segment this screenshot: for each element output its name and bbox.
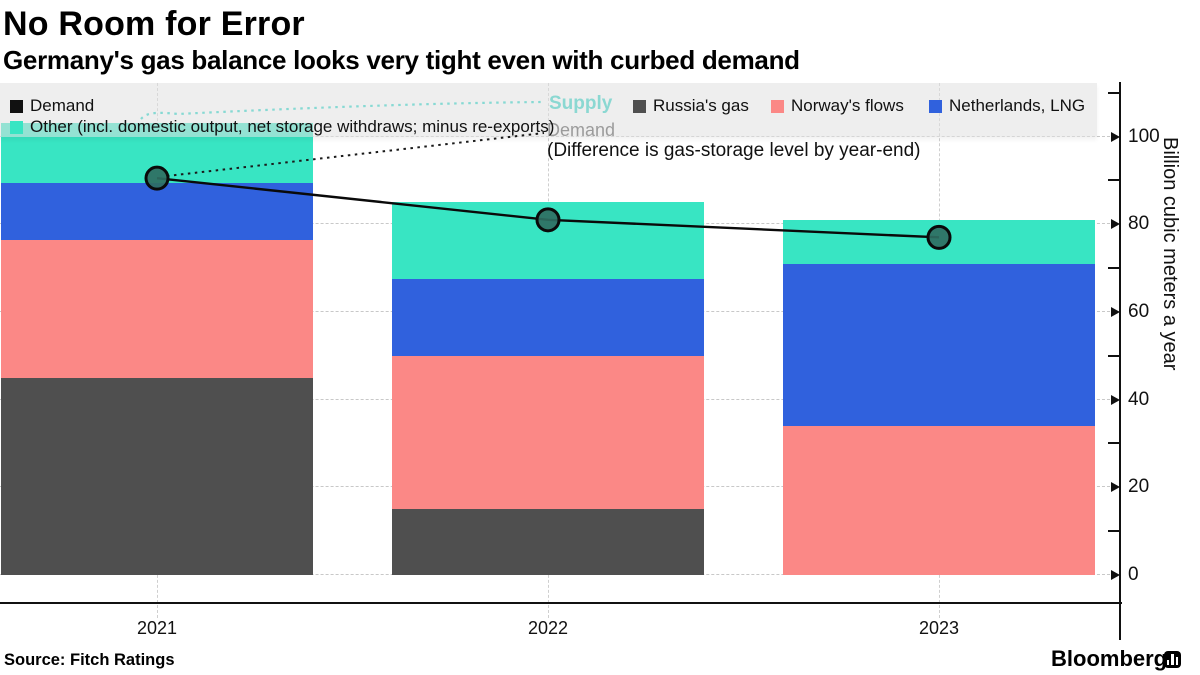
y-tick-arrow (1111, 570, 1120, 580)
y-tick-arrow (1111, 306, 1120, 317)
legend-swatch (10, 120, 23, 134)
legend-swatch (929, 99, 942, 113)
y-tick-minor (1108, 442, 1120, 445)
y-axis-line (1119, 82, 1121, 640)
bar-segment (783, 425, 1095, 575)
y-tick-label: 100 (1128, 125, 1160, 147)
bloomberg-logo: Bloomberg (1051, 646, 1168, 671)
bar-segment (392, 202, 704, 279)
legend-label: Norway's flows (791, 96, 904, 115)
x-tick-label: 2021 (136, 618, 178, 638)
legend-item-netherlands: Netherlands, LNG (929, 96, 1085, 116)
y-tick-label: 40 (1128, 388, 1150, 410)
legend-swatch (10, 99, 23, 113)
y-tick-minor (1108, 91, 1120, 94)
chart-subtitle: Germany's gas balance looks very tight e… (3, 45, 800, 75)
chart-title: No Room for Error (3, 5, 305, 43)
legend-item-norway: Norway's flows (771, 96, 904, 116)
legend-swatch (633, 99, 646, 113)
demand-annotation: Demand (547, 120, 616, 140)
y-tick-arrow (1111, 219, 1120, 230)
legend-label: Other (incl. domestic output, net storag… (30, 117, 555, 136)
legend-item-russia: Russia's gas (633, 96, 749, 116)
y-tick-label: 20 (1128, 476, 1150, 498)
y-tick-minor (1108, 354, 1120, 357)
supply-annotation: Supply (549, 93, 613, 114)
bar-segment (1, 182, 313, 240)
bar-segment (392, 509, 704, 575)
y-tick-minor (1108, 530, 1120, 533)
legend-label: Demand (30, 96, 95, 115)
y-tick-arrow (1111, 131, 1120, 142)
legend-swatch (771, 99, 784, 113)
x-tick-label: 2023 (918, 618, 960, 638)
y-tick-minor (1108, 179, 1120, 182)
bar-segment (1, 377, 313, 575)
y-tick-minor (1108, 267, 1120, 270)
y-tick-label: 60 (1128, 300, 1150, 322)
bar-segment (392, 355, 704, 510)
bar-segment (1, 239, 313, 378)
y-axis-title: Billion cubic meters a year (1159, 137, 1181, 371)
y-tick-arrow (1111, 394, 1120, 405)
source-label: Source: Fitch Ratings (4, 651, 175, 669)
y-tick-label: 0 (1128, 564, 1139, 585)
legend-item-demand: Demand (10, 96, 94, 116)
y-tick-arrow (1111, 482, 1120, 493)
legend-label: Netherlands, LNG (949, 96, 1086, 115)
bloomberg-terminal-icon (1164, 651, 1181, 668)
x-tick-label: 2022 (527, 618, 569, 638)
bar-segment (783, 219, 1095, 264)
storage-note-annotation: (Difference is gas-storage level by year… (547, 140, 921, 161)
legend-item-other: Other (incl. domestic output, net storag… (10, 117, 554, 137)
legend-label: Russia's gas (653, 96, 749, 115)
bar-segment (392, 279, 704, 356)
x-axis-line (0, 602, 1122, 604)
bar-segment (783, 263, 1095, 426)
y-tick-label: 80 (1128, 213, 1150, 235)
